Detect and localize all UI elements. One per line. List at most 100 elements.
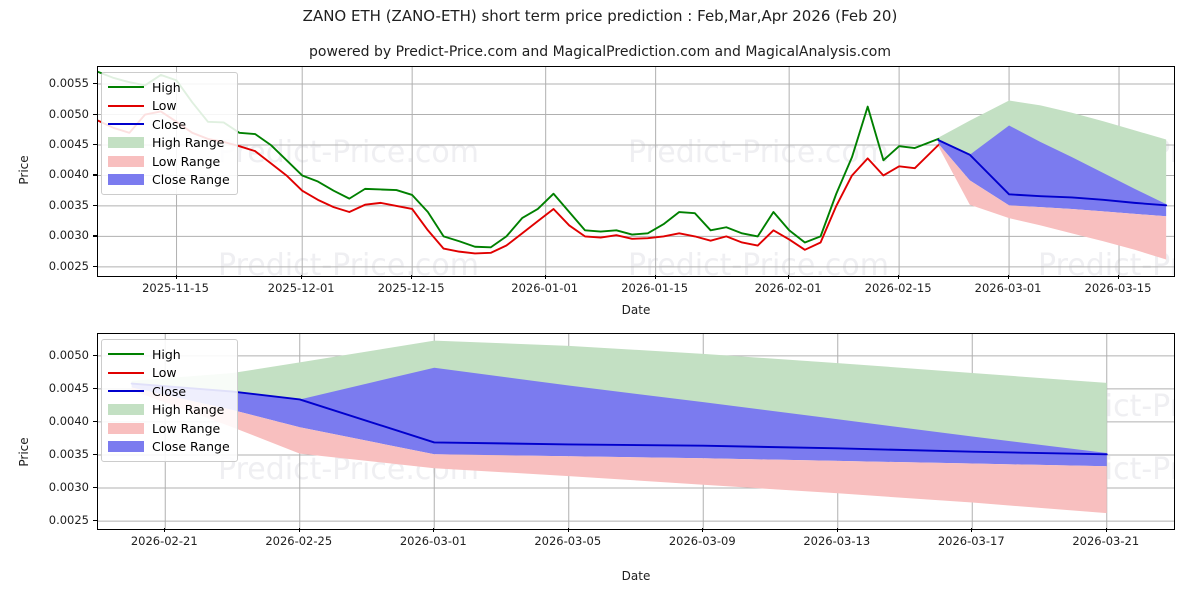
y-axis-tick-mark <box>93 174 97 176</box>
swatch-fill <box>108 441 144 453</box>
legend-item-low-range[interactable]: Low Range <box>108 419 230 438</box>
x-axis-tick-mark <box>301 275 303 279</box>
legend-patch-swatch-icon <box>108 440 144 453</box>
legend-patch-swatch-icon <box>108 173 144 186</box>
x-axis-tick-mark <box>298 528 300 532</box>
band-low-range <box>131 387 1107 514</box>
y-axis-tick-label: 0.0030 <box>48 228 89 243</box>
x-axis-tick-label: 2026-03-01 <box>399 534 467 548</box>
bottom-chart-legend[interactable]: High Low Close High Range Low Range Close Ran… <box>101 339 238 462</box>
legend-item-high-range[interactable]: High Range <box>108 401 230 420</box>
legend-item-label: High <box>152 346 181 362</box>
legend-item-label: Close <box>152 383 187 399</box>
y-axis-tick-mark <box>93 387 97 390</box>
swatch-fill <box>108 123 144 126</box>
legend-item-low-range[interactable]: Low Range <box>108 152 230 171</box>
legend-item-high[interactable]: High <box>108 345 230 364</box>
legend-patch-swatch-icon <box>108 422 144 435</box>
page-title: ZANO ETH (ZANO-ETH) short term price pre… <box>302 7 898 25</box>
legend-line-swatch-icon <box>108 118 144 131</box>
x-axis-tick-mark <box>654 275 656 279</box>
y-axis-tick-mark <box>93 83 97 85</box>
legend-item-label: Close Range <box>152 172 230 188</box>
swatch-fill <box>108 104 144 107</box>
watermark-text: Predict-Price.com <box>628 248 889 276</box>
y-axis-tick-mark <box>93 204 97 207</box>
y-axis-tick-label: 0.0045 <box>48 380 89 395</box>
top-chart-ylabel: Price <box>17 155 31 185</box>
legend-line-swatch-icon <box>108 99 144 112</box>
legend-item-close-range[interactable]: Close Range <box>108 438 230 457</box>
x-axis-tick-label: 2026-03-13 <box>803 534 871 548</box>
y-axis-tick-mark <box>93 487 97 489</box>
x-axis-tick-mark <box>175 275 177 279</box>
legend-item-close[interactable]: Close <box>108 382 230 401</box>
x-axis-tick-mark <box>1105 528 1107 532</box>
legend-item-high-range[interactable]: High Range <box>108 134 230 153</box>
watermark-text: Predict-Price.com <box>628 135 889 170</box>
legend-item-label: Close Range <box>152 439 230 455</box>
x-axis-tick-label: 2026-02-21 <box>130 534 198 548</box>
band-close-range <box>131 367 1107 467</box>
chart-canvas: Predict-Price.com Predict-Price.com Predic… <box>98 67 1174 276</box>
y-axis-tick-mark <box>93 453 97 456</box>
bottom-chart-ylabel: Price <box>17 437 31 467</box>
watermark-text: Predict-Price.com <box>218 248 479 276</box>
chart-canvas: Predict-Price.comPredict-Price.comPredic… <box>98 334 1174 529</box>
legend-patch-swatch-icon <box>108 136 144 149</box>
x-axis-tick-mark <box>164 528 166 532</box>
x-axis-tick-mark <box>544 275 546 279</box>
swatch-fill <box>108 137 144 149</box>
band-low-range <box>938 143 1167 260</box>
x-axis-tick-label: 2026-02-25 <box>265 534 333 548</box>
x-axis-tick-label: 2026-03-15 <box>1084 281 1152 295</box>
y-axis-tick-mark <box>93 520 97 522</box>
x-axis-tick-mark <box>702 528 704 532</box>
y-axis-tick-mark <box>93 265 97 268</box>
legend-item-label: Low <box>152 98 177 114</box>
legend-item-label: Close <box>152 116 187 132</box>
x-axis-tick-label: 2026-03-09 <box>668 534 736 548</box>
y-axis-tick-label: 0.0035 <box>48 446 89 461</box>
legend-item-label: Low <box>152 365 177 381</box>
y-axis-tick-mark <box>93 235 97 237</box>
x-axis-tick-label: 2025-11-15 <box>142 281 209 295</box>
legend-item-low[interactable]: Low <box>108 97 230 116</box>
legend-item-low[interactable]: Low <box>108 364 230 383</box>
top-chart-plot-area[interactable]: Predict-Price.com Predict-Price.com Predic… <box>97 66 1175 277</box>
x-axis-tick-label: 2025-12-15 <box>377 281 445 295</box>
top-chart-legend[interactable]: High Low Close High Range Low Range Close Ran… <box>101 72 238 195</box>
x-axis-tick-label: 2026-02-01 <box>754 281 822 295</box>
x-axis-tick-label: 2026-03-05 <box>534 534 602 548</box>
swatch-fill <box>108 404 144 416</box>
x-axis-tick-mark <box>836 528 838 532</box>
legend-patch-swatch-icon <box>108 403 144 416</box>
swatch-fill <box>108 390 144 393</box>
legend-item-high[interactable]: High <box>108 78 230 97</box>
x-axis-tick-mark <box>971 528 973 532</box>
y-axis-tick-label: 0.0050 <box>48 106 89 121</box>
legend-patch-swatch-icon <box>108 155 144 168</box>
y-axis-tick-mark <box>93 420 97 423</box>
legend-item-label: High Range <box>152 402 225 418</box>
y-axis-tick-label: 0.0055 <box>48 76 89 91</box>
x-axis-tick-mark <box>788 275 790 279</box>
top-chart-xlabel: Date <box>621 303 651 317</box>
top-chart-panel: Price Date Predict-Price.com Predict-Pric… <box>17 66 1175 317</box>
legend-line-swatch-icon <box>108 81 144 94</box>
y-axis-tick-mark <box>93 113 97 115</box>
swatch-fill <box>108 422 144 434</box>
y-axis-tick-label: 0.0030 <box>48 480 89 495</box>
bottom-chart-plot-area[interactable]: Predict-Price.comPredict-Price.comPredic… <box>97 333 1175 530</box>
swatch-fill <box>108 155 144 167</box>
x-axis-tick-label: 2026-03-21 <box>1072 534 1140 548</box>
y-axis-tick-label: 0.0025 <box>48 258 89 273</box>
x-axis-tick-mark <box>1118 275 1120 279</box>
legend-item-close-range[interactable]: Close Range <box>108 171 230 190</box>
y-axis-tick-label: 0.0045 <box>48 136 89 151</box>
swatch-fill <box>108 371 144 374</box>
y-axis-tick-label: 0.0035 <box>48 197 89 212</box>
legend-item-close[interactable]: Close <box>108 115 230 134</box>
y-axis-tick-label: 0.0025 <box>48 513 89 528</box>
